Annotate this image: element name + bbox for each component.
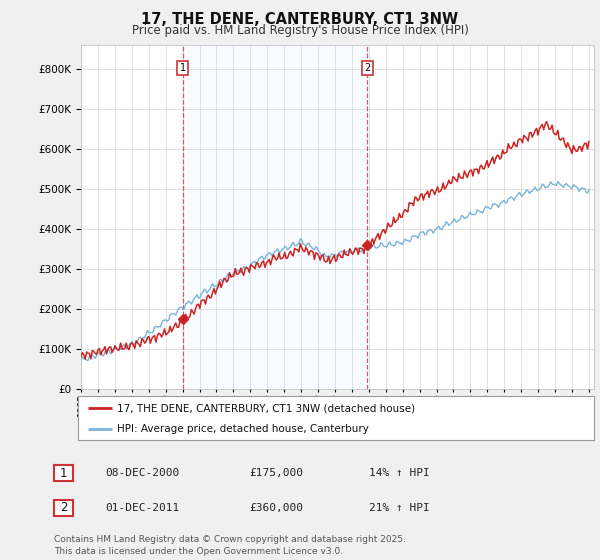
Bar: [182, 45, 367, 389]
Text: HPI: Average price, detached house, Canterbury: HPI: Average price, detached house, Cant…: [116, 424, 368, 434]
Text: 14% ↑ HPI: 14% ↑ HPI: [369, 468, 430, 478]
Text: £360,000: £360,000: [249, 503, 303, 513]
Text: 08-DEC-2000: 08-DEC-2000: [105, 468, 179, 478]
Text: 01-DEC-2011: 01-DEC-2011: [105, 503, 179, 513]
Text: 2: 2: [364, 63, 371, 73]
Text: Price paid vs. HM Land Registry's House Price Index (HPI): Price paid vs. HM Land Registry's House …: [131, 24, 469, 36]
Text: 21% ↑ HPI: 21% ↑ HPI: [369, 503, 430, 513]
Text: 1: 1: [60, 466, 67, 480]
Text: 2: 2: [60, 501, 67, 515]
Text: 17, THE DENE, CANTERBURY, CT1 3NW (detached house): 17, THE DENE, CANTERBURY, CT1 3NW (detac…: [116, 403, 415, 413]
Text: 17, THE DENE, CANTERBURY, CT1 3NW: 17, THE DENE, CANTERBURY, CT1 3NW: [142, 12, 458, 27]
Text: Contains HM Land Registry data © Crown copyright and database right 2025.
This d: Contains HM Land Registry data © Crown c…: [54, 535, 406, 556]
Text: 1: 1: [179, 63, 185, 73]
Text: £175,000: £175,000: [249, 468, 303, 478]
